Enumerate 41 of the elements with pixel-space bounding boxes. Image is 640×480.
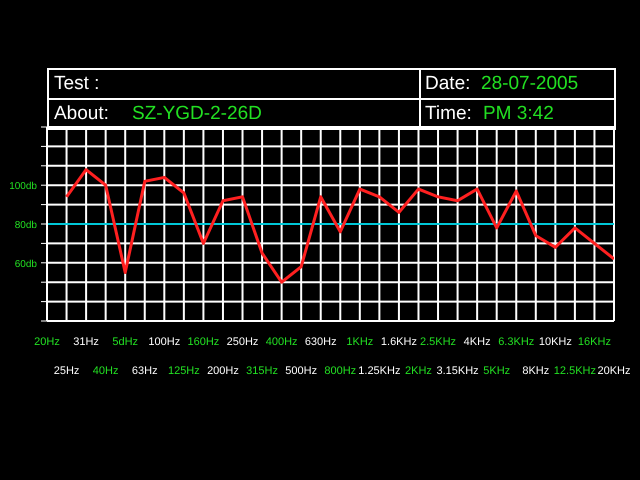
x-tick-label: 125Hz xyxy=(168,365,200,377)
x-tick-label: 12.5KHz xyxy=(554,365,596,377)
text: SZ-YGD-2-26D xyxy=(132,102,262,126)
text: PM 3:42 xyxy=(483,102,554,126)
x-tick-label: 8KHz xyxy=(522,365,550,377)
x-tick-label: 1KHz xyxy=(346,336,374,348)
x-tick-label: 400Hz xyxy=(266,336,298,348)
text: About: xyxy=(54,102,109,126)
x-tick-label: 630Hz xyxy=(304,336,337,348)
y-tick-label: 80db xyxy=(14,220,38,231)
x-tick-label: 5dHz xyxy=(112,336,138,348)
x-tick-label: 500Hz xyxy=(285,365,318,377)
y-tick-label: 100db xyxy=(9,181,38,192)
x-tick-label: 315Hz xyxy=(246,365,278,377)
x-tick-label: 1.25KHz xyxy=(358,365,400,377)
x-tick-label: 40Hz xyxy=(92,365,118,377)
text: Date: xyxy=(425,72,470,96)
text: Test : xyxy=(54,72,100,96)
x-tick-label: 16KHz xyxy=(578,336,611,348)
x-tick-label: 20KHz xyxy=(597,365,631,377)
x-tick-label: 6.3KHz xyxy=(498,336,534,348)
y-tick-label: 60db xyxy=(14,258,38,270)
x-tick-label: 31Hz xyxy=(73,336,99,348)
x-tick-label: 200Hz xyxy=(207,365,239,377)
x-tick-label: 800Hz xyxy=(324,365,356,377)
x-tick-label: 250Hz xyxy=(226,336,258,348)
x-tick-label: 4KHz xyxy=(464,336,491,348)
x-tick-label: 3.15KHz xyxy=(436,365,479,377)
x-tick-label: 2KHz xyxy=(405,365,432,377)
x-tick-label: 160Hz xyxy=(188,336,220,348)
x-tick-label: 1.6KHz xyxy=(380,336,417,348)
x-tick-label: 63Hz xyxy=(132,365,158,377)
x-tick-label: 10KHz xyxy=(538,336,572,348)
line-series xyxy=(65,168,614,284)
x-tick-label: 100Hz xyxy=(148,336,180,348)
x-tick-label: 25Hz xyxy=(54,365,80,377)
text: 28-07-2005 xyxy=(481,72,578,96)
x-tick-label: 20Hz xyxy=(34,336,60,348)
text: Time: xyxy=(425,102,472,126)
x-tick-label: 2.5KHz xyxy=(420,336,456,348)
x-tick-label: 5KHz xyxy=(483,365,510,377)
